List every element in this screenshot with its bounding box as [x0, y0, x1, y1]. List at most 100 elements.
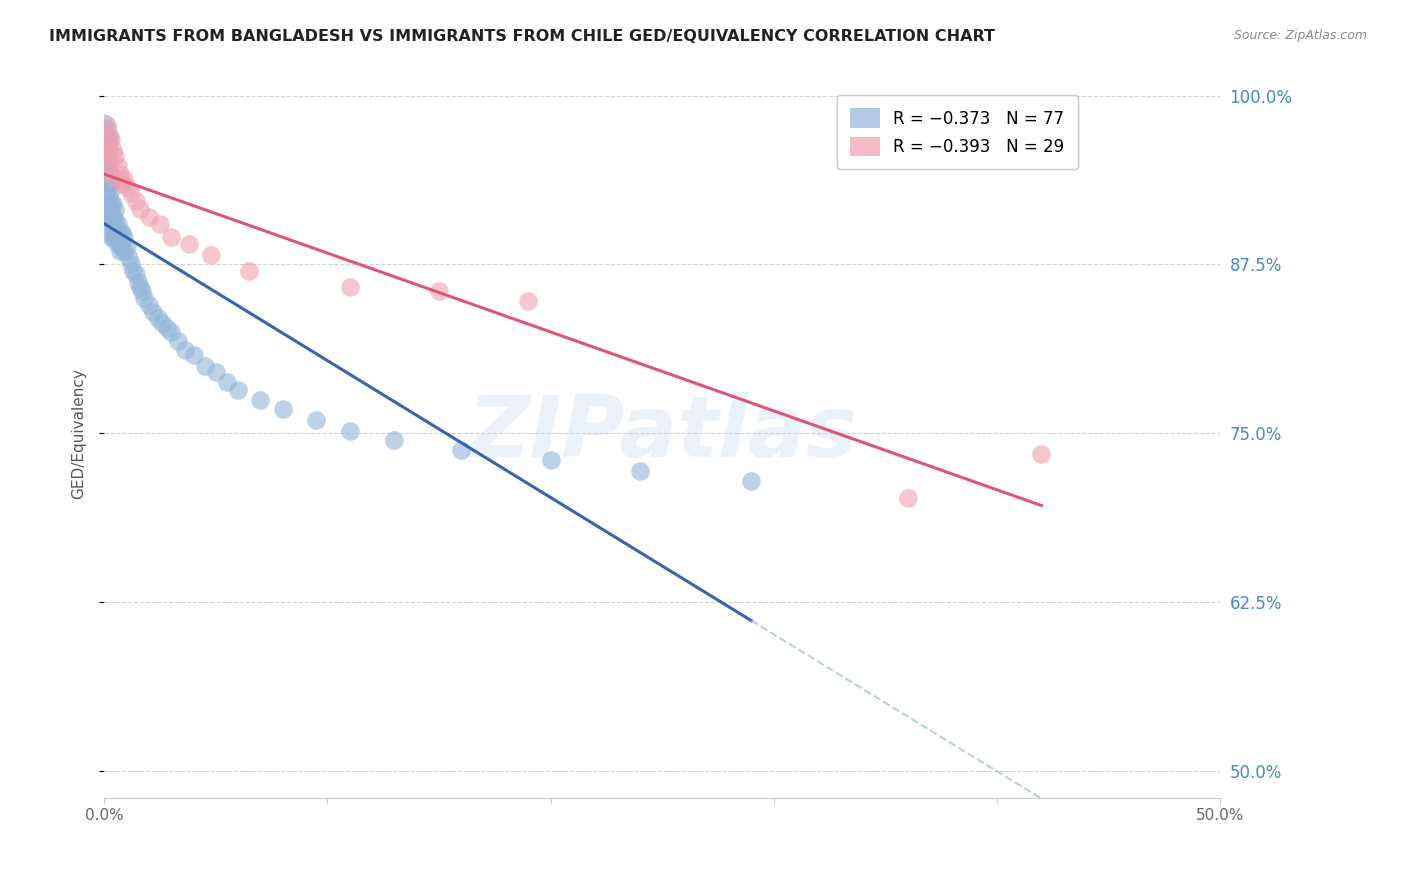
Point	[100, 177, 122, 191]
Point	[97, 169, 120, 184]
Point	[97, 196, 120, 211]
Point	[103, 196, 125, 211]
Point	[103, 217, 125, 231]
Point	[108, 167, 131, 181]
Point	[149, 217, 172, 231]
Point	[1031, 446, 1053, 460]
Point	[97, 145, 120, 160]
Point	[339, 280, 361, 294]
Legend: R = −0.373   N = 77, R = −0.393   N = 29: R = −0.373 N = 77, R = −0.393 N = 29	[837, 95, 1077, 169]
Point	[112, 230, 135, 244]
Point	[100, 196, 122, 211]
Point	[103, 230, 125, 244]
Point	[104, 212, 127, 227]
Point	[100, 210, 122, 224]
Point	[97, 203, 120, 218]
Point	[97, 177, 120, 191]
Point	[97, 162, 120, 177]
Point	[104, 203, 127, 218]
Point	[215, 375, 238, 389]
Point	[115, 180, 138, 194]
Point	[107, 237, 129, 252]
Point	[382, 433, 405, 447]
Point	[120, 257, 142, 271]
Point	[96, 122, 118, 136]
Point	[305, 413, 328, 427]
Point	[97, 129, 120, 144]
Point	[96, 140, 118, 154]
Point	[173, 343, 195, 357]
Point	[104, 233, 127, 247]
Point	[96, 183, 118, 197]
Point	[115, 240, 138, 254]
Point	[177, 237, 200, 252]
Text: ZIPatlas: ZIPatlas	[467, 392, 858, 475]
Point	[120, 186, 142, 200]
Point	[124, 267, 146, 281]
Point	[111, 177, 134, 191]
Point	[103, 224, 125, 238]
Point	[97, 129, 120, 144]
Point	[97, 143, 120, 157]
Point	[517, 293, 540, 308]
Point	[160, 325, 183, 339]
Point	[100, 217, 122, 231]
Point	[107, 227, 129, 241]
Point	[96, 143, 118, 157]
Point	[131, 285, 153, 299]
Text: Source: ZipAtlas.com: Source: ZipAtlas.com	[1233, 29, 1367, 42]
Point	[112, 172, 135, 186]
Point	[138, 210, 160, 224]
Point	[249, 392, 271, 407]
Point	[129, 280, 152, 294]
Point	[540, 453, 562, 467]
Point	[103, 169, 125, 184]
Point	[427, 285, 450, 299]
Point	[112, 244, 135, 258]
Point	[96, 162, 118, 177]
Point	[339, 424, 361, 438]
Point	[160, 230, 183, 244]
Point	[96, 177, 118, 191]
Point	[127, 275, 149, 289]
Point	[450, 442, 472, 457]
Point	[156, 321, 179, 335]
Point	[97, 162, 120, 177]
Point	[103, 143, 125, 157]
Point	[108, 224, 131, 238]
Point	[226, 383, 249, 397]
Point	[129, 202, 152, 216]
Point	[100, 230, 122, 244]
Point	[238, 264, 260, 278]
Point	[100, 203, 122, 218]
Point	[100, 132, 122, 146]
Point	[142, 304, 165, 318]
Point	[103, 210, 125, 224]
Point	[200, 248, 222, 262]
Point	[96, 169, 118, 184]
Point	[104, 149, 127, 163]
Point	[271, 401, 294, 416]
Point	[107, 217, 129, 231]
Text: IMMIGRANTS FROM BANGLADESH VS IMMIGRANTS FROM CHILE GED/EQUIVALENCY CORRELATION : IMMIGRANTS FROM BANGLADESH VS IMMIGRANTS…	[49, 29, 995, 44]
Point	[108, 244, 131, 258]
Point	[96, 136, 118, 150]
Point	[104, 224, 127, 238]
Point	[118, 251, 141, 265]
Point	[93, 115, 115, 129]
Point	[134, 291, 156, 305]
Point	[96, 149, 118, 163]
Point	[183, 348, 205, 362]
Y-axis label: GED/Equivalency: GED/Equivalency	[72, 368, 86, 499]
Point	[111, 227, 134, 241]
Point	[150, 316, 173, 330]
Point	[205, 366, 228, 380]
Point	[628, 464, 651, 478]
Point	[100, 183, 122, 197]
Point	[100, 153, 122, 168]
Point	[111, 240, 134, 254]
Point	[146, 311, 169, 326]
Point	[97, 136, 120, 150]
Point	[194, 359, 217, 373]
Point	[138, 298, 160, 312]
